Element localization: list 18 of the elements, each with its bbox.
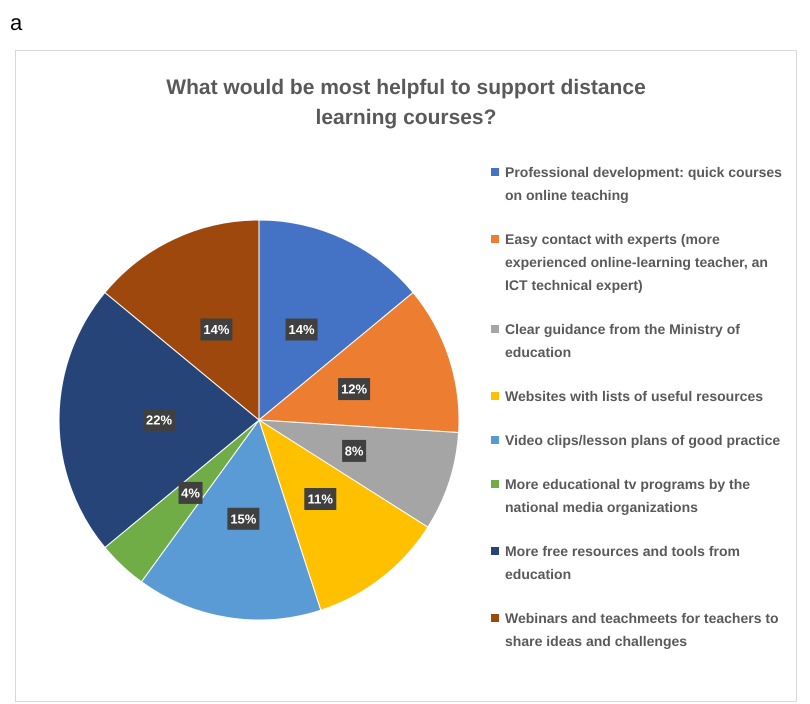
text: a [10, 10, 22, 36]
data-label: 4% [181, 485, 200, 500]
data-label: 14% [203, 322, 230, 338]
data-label: 22% [146, 412, 172, 428]
legend-label: Clear guidance from the Ministry of education [505, 320, 741, 362]
data-label: 12% [341, 382, 368, 397]
legend-label: Video clips/lesson plans of good practice [505, 431, 780, 450]
legend-label: Professional development: quick courses on online teaching [505, 163, 783, 205]
legend-label: Easy contact with experts (more experienced online-learning teacher, an ICT technical expert) [505, 230, 769, 295]
data-label: 8% [344, 443, 364, 458]
data-label: 15% [230, 511, 257, 526]
legend-label: Webinars and teachmeets for teachers to share ideas and challenges [505, 609, 780, 651]
legend-label: More educational tv programs by the national media organizations [505, 475, 752, 517]
legend-label: More free resources and tools from education [505, 542, 741, 584]
chart-title: What would be most helpful to support distance learning courses? [165, 75, 647, 131]
data-label: 14% [288, 322, 316, 338]
legend-label: Websites with lists of useful resources [505, 387, 764, 406]
data-label: 11% [308, 492, 334, 507]
